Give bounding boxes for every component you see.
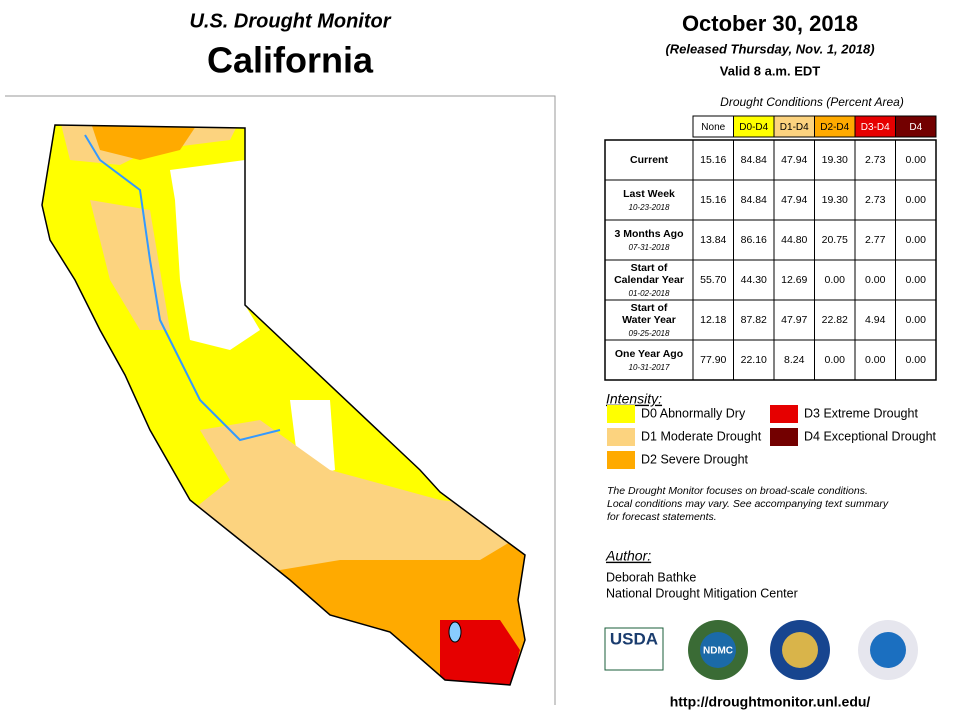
row-date: 10-31-2017: [629, 363, 670, 372]
cell: 86.16: [741, 234, 767, 246]
cell: 13.84: [700, 234, 726, 246]
cell: 44.80: [781, 234, 807, 246]
logos: [604, 620, 918, 680]
cell: 0.00: [865, 274, 886, 286]
cell: 84.84: [741, 154, 767, 166]
row-label: Calendar Year: [614, 274, 684, 286]
cell: 0.00: [906, 194, 927, 206]
map: [5, 95, 556, 705]
column-header: None: [701, 122, 725, 133]
legend-label: D2 Severe Drought: [641, 452, 749, 466]
url: http://droughtmonitor.unl.edu/: [670, 694, 871, 710]
column-header: D4: [909, 122, 922, 133]
author-name: Deborah Bathke: [606, 570, 696, 584]
legend-label: D4 Exceptional Drought: [804, 429, 937, 443]
row-label: 3 Months Ago: [614, 228, 683, 240]
cell: 0.00: [906, 354, 927, 366]
legend-swatch: [607, 451, 635, 469]
legend-label: D0 Abnormally Dry: [641, 406, 746, 420]
cell: 55.70: [700, 274, 726, 286]
cell: 0.00: [825, 354, 846, 366]
cell: 19.30: [822, 154, 848, 166]
cell: 22.82: [822, 314, 848, 326]
subtitle: California: [207, 40, 374, 81]
cell: 47.94: [781, 154, 807, 166]
note: Local conditions may vary. See accompany…: [607, 498, 889, 510]
row-date: 10-23-2018: [629, 203, 670, 212]
logo-text: USDA: [610, 629, 658, 648]
cell: 15.16: [700, 194, 726, 206]
cell: 44.30: [741, 274, 767, 286]
row-label: Water Year: [622, 314, 676, 326]
cell: 0.00: [906, 274, 927, 286]
cell: 19.30: [822, 194, 848, 206]
row-label: Last Week: [623, 188, 675, 200]
cell: 12.69: [781, 274, 807, 286]
cell: 84.84: [741, 194, 767, 206]
legend-title: Intensity:: [606, 391, 662, 407]
cell: 0.00: [906, 234, 927, 246]
cell: 0.00: [825, 274, 846, 286]
cell: 0.00: [865, 354, 886, 366]
cell: 87.82: [741, 314, 767, 326]
released: (Released Thursday, Nov. 1, 2018): [665, 41, 874, 56]
legend-label: D1 Moderate Drought: [641, 429, 762, 443]
title: U.S. Drought Monitor: [189, 10, 391, 32]
cell: 47.94: [781, 194, 807, 206]
cell: 0.00: [906, 314, 927, 326]
column-header: D0-D4: [739, 122, 768, 133]
note: The Drought Monitor focuses on broad-sca…: [607, 485, 868, 497]
cell: 22.10: [741, 354, 767, 366]
note: for forecast statements.: [607, 511, 717, 523]
legend-label: D3 Extreme Drought: [804, 406, 918, 420]
row-label: Start of: [631, 302, 668, 314]
legend-swatch: [607, 405, 635, 423]
cell: 4.94: [865, 314, 886, 326]
row-date: 09-25-2018: [629, 329, 670, 338]
column-header: D3-D4: [861, 122, 890, 133]
row-date: 07-31-2018: [629, 243, 670, 252]
cell: 2.73: [865, 194, 886, 206]
cell: 0.00: [906, 154, 927, 166]
column-header: D1-D4: [780, 122, 809, 133]
cell: 20.75: [822, 234, 848, 246]
cell: 8.24: [784, 354, 805, 366]
cell: 47.97: [781, 314, 807, 326]
date: October 30, 2018: [682, 11, 858, 36]
row-label: One Year Ago: [615, 348, 683, 360]
author-title: Author:: [605, 548, 651, 564]
table-caption: Drought Conditions (Percent Area): [720, 95, 904, 109]
column-header: D2-D4: [820, 122, 849, 133]
row-date: 01-02-2018: [629, 289, 670, 298]
valid: Valid 8 a.m. EDT: [720, 63, 820, 78]
legend-swatch: [770, 405, 798, 423]
cell: 15.16: [700, 154, 726, 166]
row-label: Current: [630, 154, 668, 166]
author-org: National Drought Mitigation Center: [606, 586, 798, 600]
column-header-cell: [895, 115, 937, 138]
cell: 12.18: [700, 314, 726, 326]
legend-swatch: [607, 428, 635, 446]
cell: 2.77: [865, 234, 886, 246]
row-label: Start of: [631, 262, 668, 274]
cell: 77.90: [700, 354, 726, 366]
logo-text: NDMC: [703, 646, 733, 657]
cell: 2.73: [865, 154, 886, 166]
legend-swatch: [770, 428, 798, 446]
